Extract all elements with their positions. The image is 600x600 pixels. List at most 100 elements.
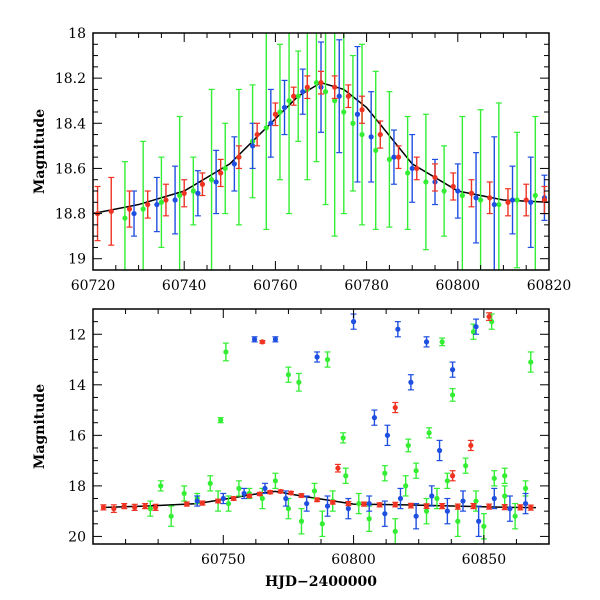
data-point [436,447,443,454]
data-point [382,511,388,517]
data-point [405,442,411,449]
data-point [340,435,346,441]
data-point [439,339,445,345]
data-point [444,478,450,484]
data-point [147,506,153,512]
y-tick-label: 18 [68,26,86,42]
data-point [450,183,456,190]
data-point [473,498,479,504]
data-point [502,493,508,499]
data-point [368,134,374,140]
data-point [285,372,292,378]
data-point [491,201,497,208]
data-point [470,503,477,509]
data-point [262,485,268,492]
data-point [528,359,534,365]
data-point [278,488,284,495]
plot-area [100,312,536,544]
data-point [145,201,151,208]
data-point [158,483,164,489]
data-series [194,313,529,538]
data-point [354,111,361,117]
data-point [386,156,392,162]
data-point [322,89,329,95]
data-point [100,504,107,510]
data-point [449,473,456,479]
x-tick-label: 60820 [527,278,572,294]
data-point [241,490,247,497]
data-point [455,504,461,510]
data-point [395,326,401,332]
x-tick-label: 60750 [201,552,246,568]
data-point [413,513,419,519]
data-point [509,197,516,203]
data-point [441,188,447,194]
data-point [272,111,278,117]
data-point [366,500,372,507]
data-point [473,324,479,330]
data-point [481,523,487,529]
data-point [236,485,242,492]
data-point [194,498,200,504]
data-point [313,80,320,86]
data-point [259,495,265,502]
data-point [528,199,534,205]
data-point [268,120,274,126]
data-point [231,161,237,167]
data-point [373,147,379,153]
x-tick-label: 60760 [253,278,298,294]
data-point [324,503,331,509]
data-point [468,190,475,196]
data-point [177,192,183,199]
data-point [154,201,160,208]
data-point [246,493,252,499]
data-point [487,195,493,201]
data-point [377,502,383,508]
data-point [384,432,391,438]
data-point [359,131,365,138]
data-point [283,495,289,502]
data-point [341,109,347,115]
data-point [296,379,302,385]
data-point [514,197,520,203]
data-series [131,39,548,270]
data-point [473,195,479,201]
y-tick-label: 16 [68,428,86,444]
data-point [356,500,362,507]
data-point [199,181,206,187]
y-tick-label: 12 [68,327,86,343]
x-axis-title: HJD−2400000 [265,574,377,590]
data-point [361,501,367,507]
data-point [391,154,397,160]
data-point [332,84,338,90]
data-point [528,505,534,511]
data-point [111,506,117,512]
data-point [491,495,497,502]
data-point [207,480,213,486]
y-axis-title: Magnitude [32,384,48,469]
data-point [522,485,529,492]
data-point [223,349,229,355]
data-point [423,179,429,185]
data-point [449,367,456,373]
data-point [434,495,440,502]
data-point [319,521,325,527]
data-point [455,518,461,524]
data-point [277,109,283,115]
data-point [311,488,318,494]
data-point [409,165,415,172]
data-point [505,199,511,205]
data-point [108,208,114,214]
data-point [181,190,187,196]
data-point [392,404,398,411]
x-tick-label: 60740 [162,278,207,294]
data-point [291,93,297,99]
data-point [272,336,278,342]
data-point [392,528,398,534]
data-point [332,98,338,104]
data-point [314,354,320,360]
top-panel: 60720 60740 60760 60780 60800 60820 18 18.2 18.4… [32,26,572,294]
data-point [366,516,372,522]
data-point [168,513,174,519]
y-tick-label: 20 [68,529,86,545]
